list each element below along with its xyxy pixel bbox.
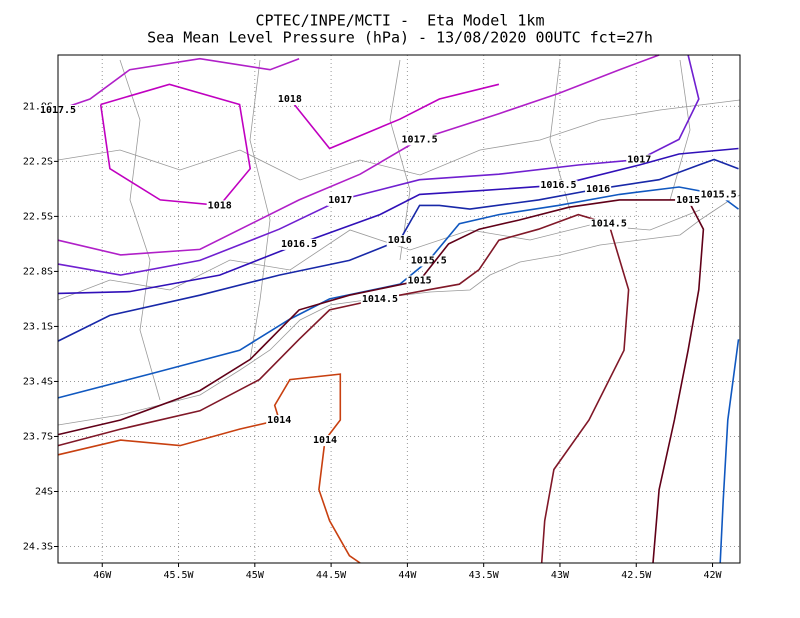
isobar-label: 1016 [388,235,412,246]
isobar-label: 1017 [328,195,352,206]
label-background [327,194,354,206]
isobar-label: 1015 [408,276,432,287]
isobar-label: 1014 [267,415,291,426]
isobar-label: 1014.5 [362,294,398,305]
label-background [311,435,339,447]
isobar-label: 1015 [676,195,700,206]
label-background [539,180,578,192]
label-background [406,275,433,287]
label-background [626,154,653,166]
isobar-label: 1018 [278,94,302,105]
label-background [360,293,399,305]
isobar [57,373,361,564]
y-tick-label: 22.2S [23,156,53,167]
y-tick-label: 21.9S [23,101,53,112]
border [57,99,741,181]
x-tick-label: 46W [93,570,112,581]
map-base [57,59,741,426]
label-background [276,94,303,106]
isobar [57,147,739,295]
label-background [675,194,702,206]
isobar-label: 1014 [313,435,337,446]
x-tick-label: 44W [398,570,417,581]
label-background [699,189,738,201]
y-tick-label: 22.5S [23,211,53,222]
x-tick-label: 43.5W [469,570,500,581]
isobar [57,199,705,564]
isobar-label: 1017 [627,155,651,166]
chart-subtitle: Sea Mean Level Pressure (hPa) - 13/08/20… [147,29,653,47]
isobar-label: 1016.5 [281,239,317,250]
isobar-label: 1016.5 [540,180,576,191]
isobar-label: 1018 [208,200,232,211]
y-tick-label: 22.8S [23,266,53,277]
x-tick-label: 44.5W [316,570,347,581]
isobar [57,54,660,256]
label-background [386,235,413,247]
x-tick-label: 45W [246,570,265,581]
coastline [57,194,741,426]
label-background [280,238,319,250]
isobar-label: 1015.5 [411,255,447,266]
isobar-label: 1016 [586,184,610,195]
label-background [409,255,448,267]
isobar [57,158,739,342]
isobar [57,186,740,564]
x-tick-label: 42.5W [621,570,652,581]
isobar-label: 1015.5 [701,189,737,200]
label-background [266,414,293,426]
x-tick-label: 42W [704,570,723,581]
frame [57,54,741,564]
isobar [57,213,630,564]
label-background [400,134,439,146]
border [119,59,691,401]
y-tick-label: 24S [35,486,53,497]
isobar [99,83,500,207]
chart-title: CPTEC/INPE/MCTI - Eta Model 1km [256,12,545,30]
isobar-label: 1017.5 [402,134,438,145]
isobar-label: 1014.5 [591,219,627,230]
isobar [57,54,700,276]
y-tick-label: 23.7S [23,431,53,442]
label-background [589,218,628,230]
label-background [585,183,612,195]
y-tick-label: 23.1S [23,321,53,332]
y-tick-label: 24.3S [23,541,53,552]
x-tick-label: 43W [551,570,570,581]
label-background [206,200,233,212]
y-tick-label: 23.4S [23,376,53,387]
x-tick-label: 45.5W [163,570,194,581]
